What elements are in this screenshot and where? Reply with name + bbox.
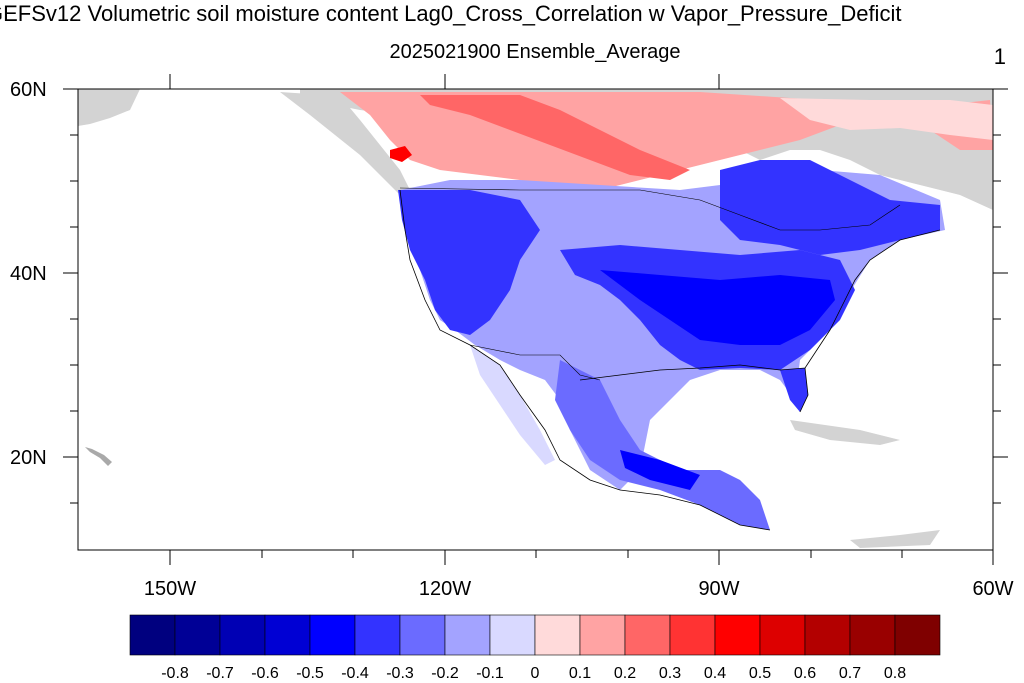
colorbar (129, 614, 941, 656)
hawaii-gray (85, 447, 112, 466)
florida-negative (780, 368, 808, 412)
colorbar-swatch (534, 614, 581, 656)
colorbar-swatch (849, 614, 896, 656)
colorbar-swatch (354, 614, 401, 656)
lon-label-60w: 60W (972, 578, 1014, 600)
lon-label-120w: 120W (418, 578, 472, 600)
colorbar-swatch (444, 614, 491, 656)
colorbar-swatch (219, 614, 266, 656)
east-us-deep-negative (600, 270, 835, 345)
colorbar-tick-label: 0.1 (568, 665, 592, 682)
colorbar-swatch (894, 614, 941, 656)
colorbar-swatch (759, 614, 806, 656)
colorbar-tick-label: 0.3 (658, 665, 682, 682)
lon-ticks (169, 74, 994, 565)
great-lakes-strong-negative (720, 160, 940, 255)
canada-light-pink (780, 98, 993, 140)
colorbar-swatch (399, 614, 446, 656)
colorbar-swatch (264, 614, 311, 656)
baja-negative (470, 345, 555, 465)
colorbar-tick-label: -0.8 (161, 665, 189, 682)
central-america-gray (850, 530, 940, 548)
canada-strong-positive (420, 95, 690, 180)
colorbar-tick-label: 0.5 (748, 665, 772, 682)
colorbar-tick-label: -0.5 (296, 665, 324, 682)
us-mexico-border (469, 344, 601, 381)
colorbar-tick-label: 0.6 (793, 665, 817, 682)
colorbar-tick-label: -0.7 (206, 665, 234, 682)
colorbar-swatch (489, 614, 536, 656)
mexico-negative (555, 360, 770, 530)
colorbar-tick-label: -0.3 (386, 665, 414, 682)
bc-red-spot (390, 146, 412, 162)
coastline-gulf (579, 364, 809, 413)
figure-subtitle: 2025021900 Ensemble_Average (389, 41, 681, 63)
mexico-deep-negative (620, 450, 700, 490)
lat-label-20n: 20N (10, 447, 47, 469)
colorbar-tick-label: 0.8 (883, 665, 907, 682)
colorbar-tick-label: 0.2 (613, 665, 637, 682)
alaska-gray (78, 89, 140, 126)
colorbar-swatch (174, 614, 221, 656)
figure-title: GEFSv12 Volumetric soil moisture content… (0, 1, 902, 26)
lon-label-150w: 150W (143, 578, 197, 600)
colorbar-swatch (579, 614, 626, 656)
colorbar-tick-label: 0.7 (838, 665, 862, 682)
coastline-east (804, 229, 941, 369)
colorbar-tick-label: -0.2 (431, 665, 459, 682)
lon-label-90w: 90W (698, 578, 740, 600)
colorbar-swatch (129, 614, 176, 656)
colorbar-swatch (309, 614, 356, 656)
lat-ticks (63, 88, 1008, 504)
caribbean-gray (790, 420, 900, 445)
colorbar-tick-label: 0.4 (703, 665, 727, 682)
colorbar-tick-label: 0 (530, 665, 540, 682)
panel-label: 1 (993, 44, 1006, 69)
lat-label-40n: 40N (10, 263, 47, 285)
colorbar-swatch (804, 614, 851, 656)
colorbar-swatch (714, 614, 761, 656)
west-coast-strong-negative (398, 190, 540, 335)
lat-label-60n: 60N (10, 79, 47, 101)
colorbar-tick-label: -0.4 (341, 665, 369, 682)
coastline-west (399, 189, 771, 531)
bc-coast-gray (280, 92, 410, 195)
us-canada-border (399, 187, 901, 231)
colorbar-tick-label: -0.1 (476, 665, 504, 682)
colorbar-swatch (669, 614, 716, 656)
colorbar-swatch (624, 614, 671, 656)
colorbar-tick-label: -0.6 (251, 665, 279, 682)
map-field (78, 89, 993, 548)
